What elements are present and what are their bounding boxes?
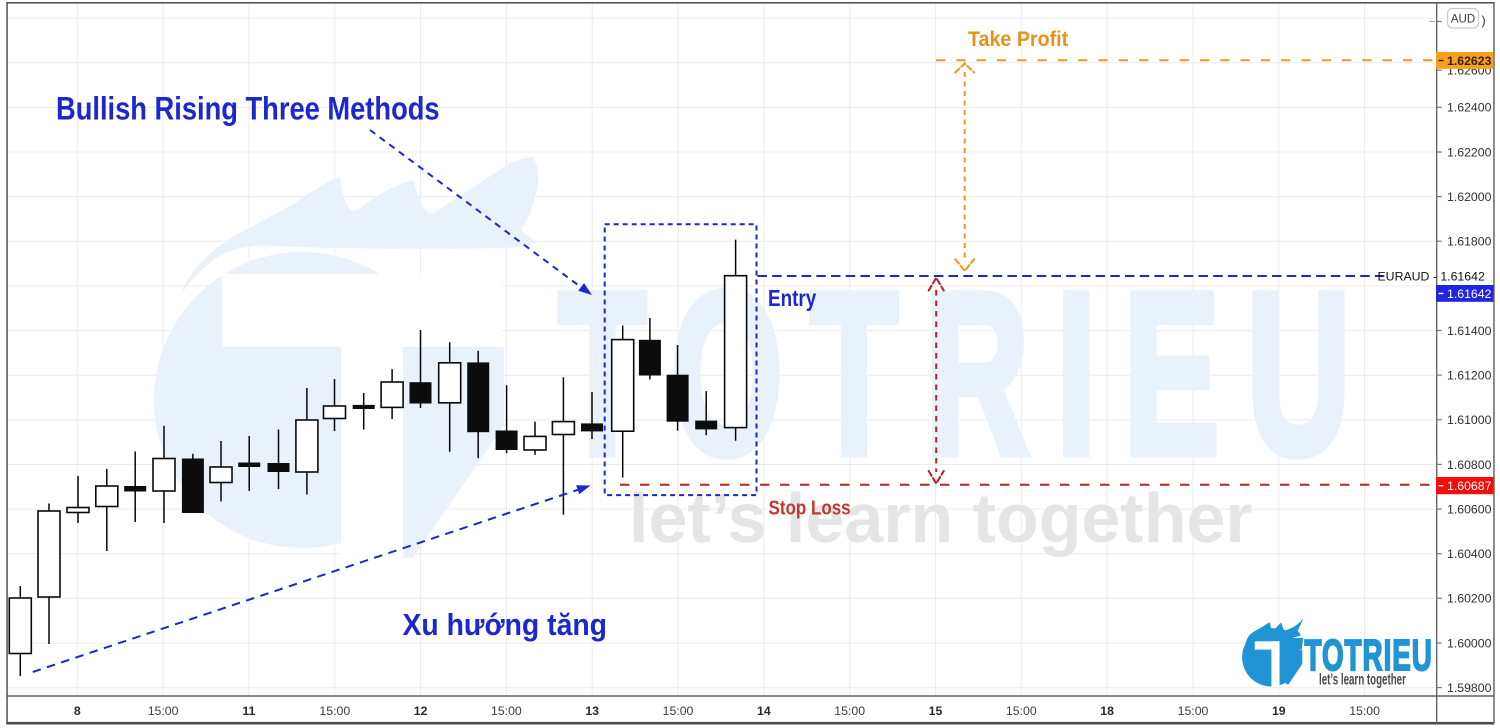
svg-text:1.61642: 1.61642 [1447, 287, 1492, 301]
svg-text:Xu hướng tăng: Xu hướng tăng [403, 608, 607, 642]
svg-text:15:00: 15:00 [319, 704, 350, 718]
svg-text:1.60000: 1.60000 [1447, 636, 1492, 650]
svg-text:15:00: 15:00 [491, 704, 522, 718]
svg-text:1.61400: 1.61400 [1447, 324, 1492, 338]
svg-text:1.60200: 1.60200 [1447, 592, 1492, 606]
svg-text:8: 8 [74, 704, 81, 718]
svg-text:1.60800: 1.60800 [1447, 458, 1492, 472]
svg-text:Take Profit: Take Profit [968, 27, 1068, 51]
svg-text:15: 15 [929, 704, 943, 718]
svg-text:AUD: AUD [1451, 14, 1475, 26]
svg-text:): ) [1482, 14, 1486, 28]
svg-text:15:00: 15:00 [1006, 704, 1037, 718]
svg-text:14: 14 [757, 704, 771, 718]
svg-text:Entry: Entry [768, 286, 816, 311]
svg-text:1.61800: 1.61800 [1447, 235, 1492, 249]
svg-text:15:00: 15:00 [1349, 704, 1380, 718]
svg-text:1.62200: 1.62200 [1447, 145, 1492, 159]
svg-text:1.62623: 1.62623 [1447, 54, 1492, 68]
svg-text:1.62400: 1.62400 [1447, 101, 1492, 115]
svg-text:let’s learn together: let’s learn together [1319, 670, 1406, 688]
svg-text:Stop Loss: Stop Loss [769, 496, 851, 519]
svg-text:15:00: 15:00 [834, 704, 865, 718]
svg-text:1.60400: 1.60400 [1447, 547, 1492, 561]
svg-text:13: 13 [585, 704, 599, 718]
svg-text:1.60600: 1.60600 [1447, 503, 1492, 517]
svg-text:15:00: 15:00 [148, 704, 179, 718]
svg-text:1.62000: 1.62000 [1447, 190, 1492, 204]
svg-text:Bullish Rising Three Methods: Bullish Rising Three Methods [56, 91, 440, 127]
svg-text:15:00: 15:00 [1178, 704, 1209, 718]
svg-text:1.61000: 1.61000 [1447, 413, 1492, 427]
svg-text:let’s learn together: let’s learn together [629, 479, 1253, 557]
svg-text:12: 12 [414, 704, 428, 718]
svg-text:EURAUD - 1.61642: EURAUD - 1.61642 [1377, 270, 1484, 284]
svg-text:1.59800: 1.59800 [1447, 681, 1492, 695]
svg-text:18: 18 [1100, 704, 1114, 718]
svg-text:TOTRIEU: TOTRIEU [559, 244, 1378, 502]
svg-text:1.60687: 1.60687 [1447, 479, 1492, 493]
svg-text:11: 11 [242, 704, 255, 718]
svg-text:15:00: 15:00 [663, 704, 694, 718]
svg-text:19: 19 [1272, 704, 1286, 718]
svg-text:TOTRIEU: TOTRIEU [1305, 631, 1433, 680]
svg-text:1.61200: 1.61200 [1447, 369, 1492, 383]
